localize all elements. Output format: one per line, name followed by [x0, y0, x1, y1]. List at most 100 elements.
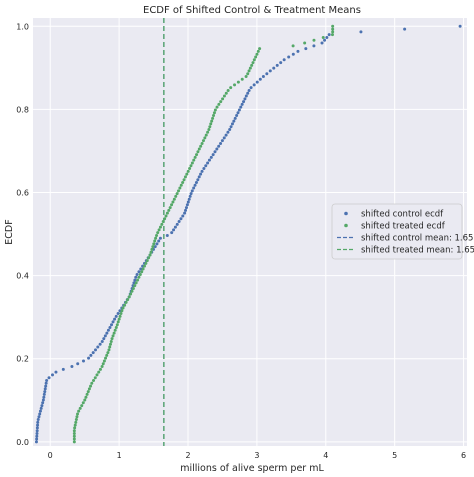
- ecdf-point: [179, 183, 183, 187]
- ecdf-point: [152, 242, 156, 246]
- ecdf-point: [255, 80, 259, 84]
- ecdf-point: [183, 175, 187, 179]
- ecdf-point: [220, 139, 224, 143]
- ecdf-point: [155, 242, 159, 246]
- ecdf-point: [229, 86, 233, 90]
- ecdf-point: [272, 66, 276, 70]
- ecdf-point: [184, 206, 188, 210]
- ecdf-point: [230, 122, 234, 126]
- ecdf-point: [39, 406, 43, 410]
- ecdf-point: [195, 153, 199, 157]
- tick-labels: 0 1 2 3 4 5 6 0.0 0.2 0.4 0.6 0.8 1.0: [16, 22, 466, 460]
- ecdf-point: [212, 114, 216, 118]
- ecdf-point: [275, 63, 279, 67]
- ecdf-point: [75, 415, 79, 419]
- ecdf-point: [303, 41, 307, 45]
- ecdf-point: [206, 130, 210, 134]
- ecdf-point: [73, 423, 77, 427]
- ecdf-point: [108, 345, 112, 349]
- ecdf-point: [256, 49, 260, 53]
- ecdf-point: [255, 52, 259, 56]
- ecdf-point: [177, 220, 181, 224]
- ecdf-point: [132, 281, 136, 285]
- ecdf-point: [202, 167, 206, 171]
- ecdf-point: [296, 49, 300, 53]
- ecdf-point: [87, 356, 91, 360]
- ecdf-point: [203, 136, 207, 140]
- ecdf-point: [147, 256, 151, 260]
- ecdf-point: [103, 334, 107, 338]
- ecdf-point: [76, 412, 80, 416]
- ecdf-point: [83, 398, 87, 402]
- ecdf-point: [100, 339, 104, 343]
- ecdf-point: [161, 220, 165, 224]
- ecdf-point: [200, 169, 204, 173]
- ecdf-point: [193, 183, 197, 187]
- ecdf-point: [217, 144, 221, 148]
- ecdf-point: [154, 236, 158, 240]
- ecdf-point: [34, 440, 38, 444]
- ecdf-point: [157, 239, 161, 243]
- ecdf-point: [84, 395, 88, 399]
- ecdf-point: [94, 348, 98, 352]
- ecdf-point: [160, 222, 164, 226]
- ecdf-point: [219, 141, 223, 145]
- ecdf-point: [90, 381, 94, 385]
- ecdf-point: [100, 365, 104, 369]
- ecdf-point: [76, 362, 80, 366]
- ecdf-point: [175, 192, 179, 196]
- ecdf-point: [291, 52, 295, 56]
- ecdf-point: [153, 239, 157, 243]
- ecdf-point: [54, 370, 58, 374]
- ecdf-point: [158, 236, 162, 240]
- ecdf-point: [190, 189, 194, 193]
- ecdf-point: [184, 208, 188, 212]
- ecdf-point: [250, 63, 254, 67]
- ecdf-point: [102, 337, 106, 341]
- ecdf-point: [35, 431, 39, 435]
- ecdf-point: [240, 102, 244, 106]
- ecdf-point: [131, 286, 135, 290]
- ecdf-point: [244, 75, 248, 79]
- ecdf-point: [85, 392, 89, 396]
- ecdf-point: [282, 58, 286, 62]
- ecdf-point: [188, 194, 192, 198]
- ecdf-point: [38, 412, 42, 416]
- ecdf-point: [113, 317, 117, 321]
- ecdf-point: [35, 434, 39, 438]
- ecdf-point: [89, 384, 93, 388]
- ecdf-point: [189, 164, 193, 168]
- ecdf-point: [138, 273, 142, 277]
- ecdf-point: [204, 164, 208, 168]
- ecdf-point: [359, 30, 363, 34]
- ecdf-point: [119, 312, 123, 316]
- y-tick-label: 0.4: [16, 272, 29, 281]
- ecdf-point: [108, 326, 112, 330]
- x-tick-label: 3: [254, 451, 259, 460]
- ecdf-point: [97, 370, 101, 374]
- ecdf-point: [193, 155, 197, 159]
- ecdf-point: [239, 105, 243, 109]
- ecdf-point: [110, 323, 114, 327]
- ecdf-point: [258, 47, 262, 51]
- ecdf-point: [215, 105, 219, 109]
- legend-label-treated-mean: shifted treated mean: 1.65: [361, 246, 474, 256]
- ecdf-point: [165, 211, 169, 215]
- ecdf-point: [164, 214, 168, 218]
- legend-marker-treated-ecdf: [344, 223, 348, 228]
- ecdf-point: [74, 418, 78, 422]
- ecdf-point: [150, 247, 154, 251]
- ecdf-point: [197, 147, 201, 151]
- ecdf-point: [186, 200, 190, 204]
- ecdf-point: [265, 72, 269, 76]
- ecdf-point: [77, 409, 81, 413]
- ecdf-point: [196, 178, 200, 182]
- ecdf-point: [89, 353, 93, 357]
- ecdf-point: [237, 108, 241, 112]
- ecdf-point: [108, 342, 112, 346]
- x-tick-label: 0: [48, 451, 53, 460]
- ecdf-point: [110, 337, 114, 341]
- ecdf-point: [221, 97, 225, 101]
- ecdf-point: [42, 392, 46, 396]
- ecdf-point: [120, 309, 124, 313]
